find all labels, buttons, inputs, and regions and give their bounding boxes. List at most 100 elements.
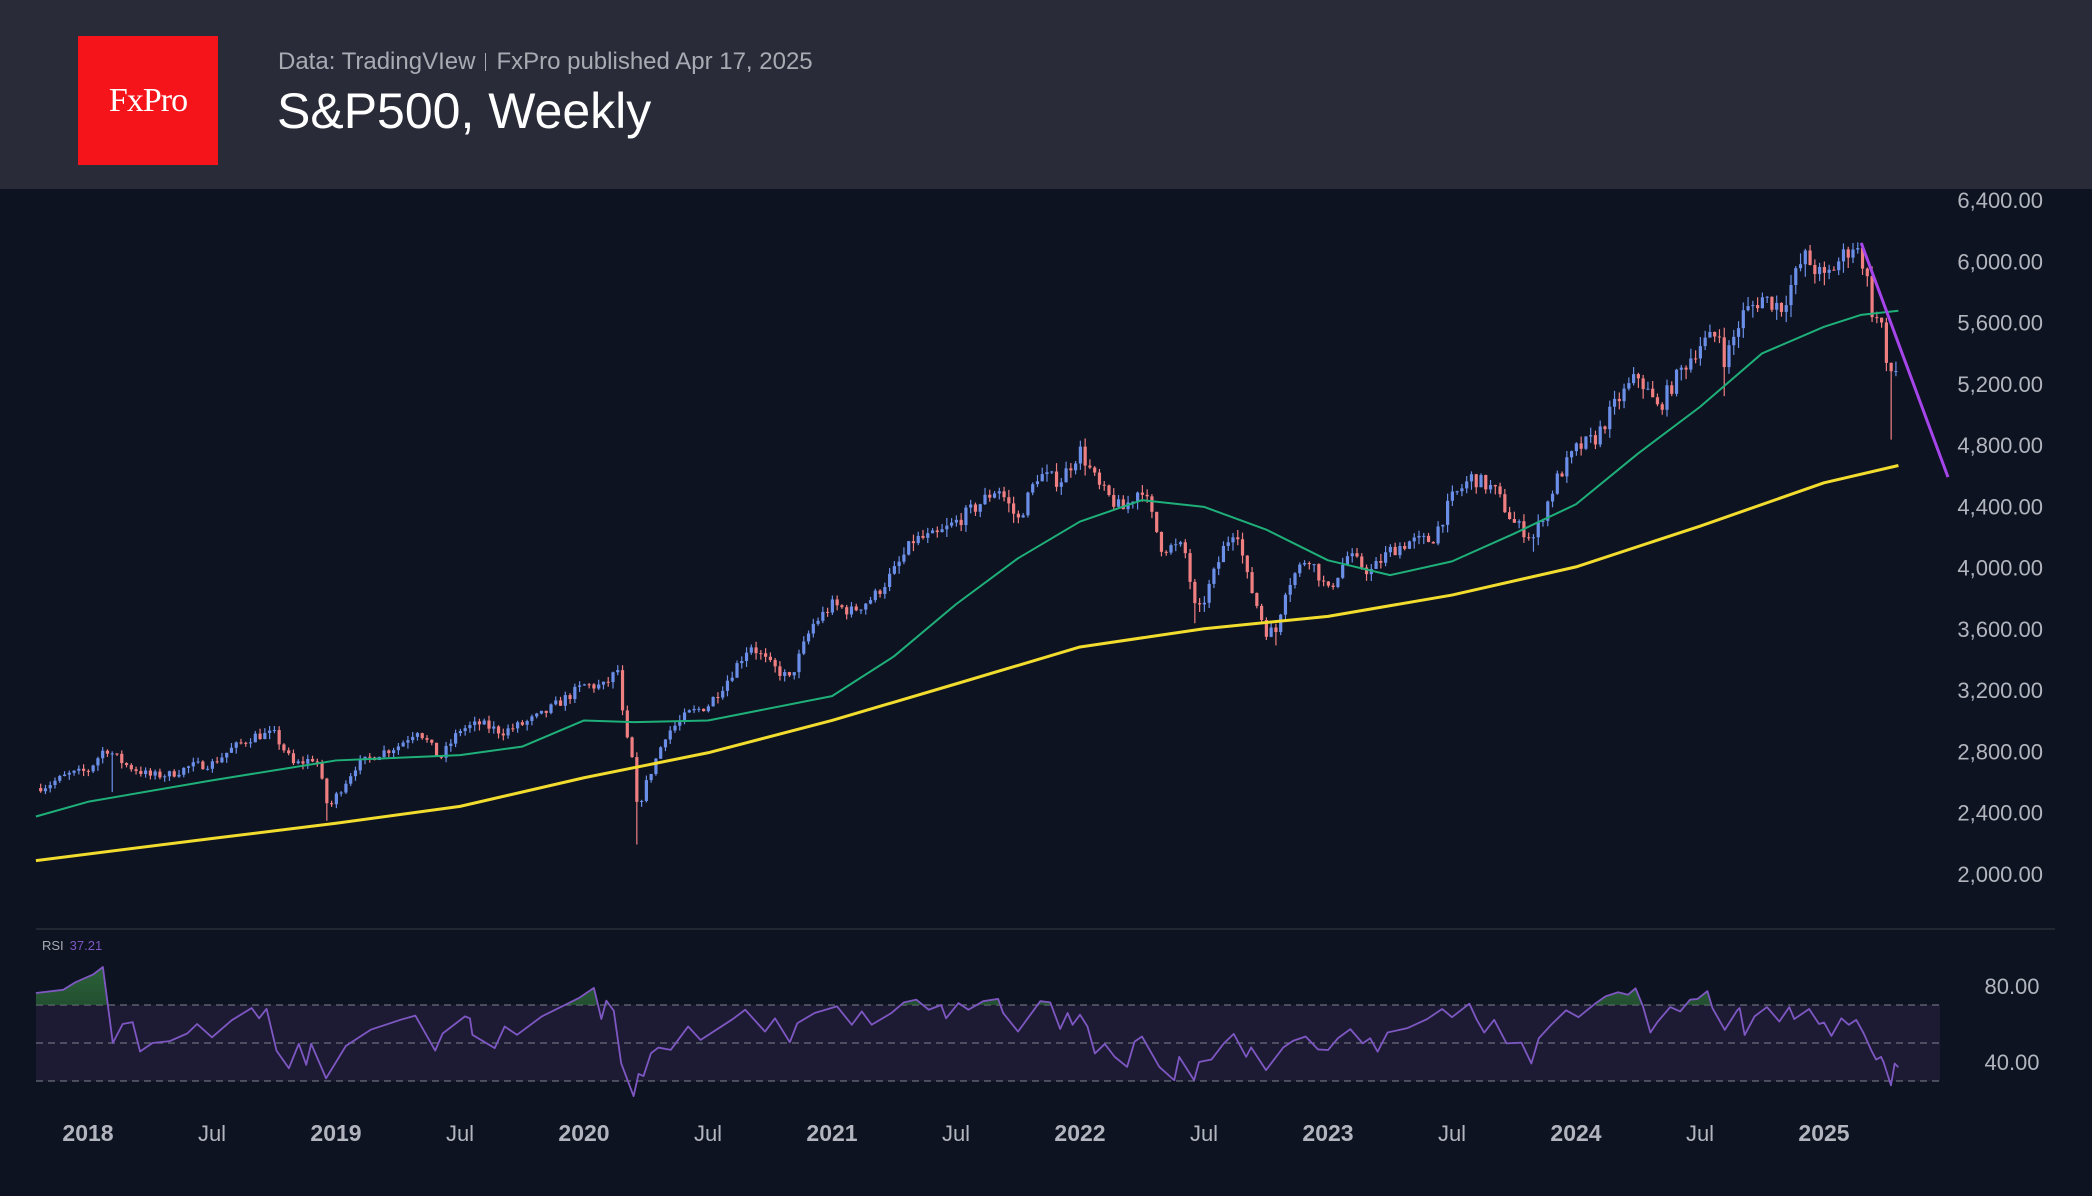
- candle-body: [883, 587, 887, 594]
- candle-body: [558, 700, 563, 706]
- y-axis-label: 4,800.00: [1957, 433, 2043, 458]
- candle-body: [282, 744, 286, 751]
- candle-body: [1546, 501, 1550, 521]
- candle-body: [110, 753, 114, 755]
- candle-body: [730, 677, 734, 681]
- candle-body: [992, 493, 997, 498]
- candle-body: [892, 566, 896, 574]
- candle-body: [158, 771, 162, 778]
- rsi-label: RSI: [42, 938, 64, 953]
- candle-body: [840, 605, 844, 608]
- candle-body: [806, 633, 811, 642]
- candle-body: [1498, 486, 1502, 495]
- candle-body: [592, 684, 596, 689]
- candle-body: [1403, 546, 1407, 549]
- candle-body: [1512, 519, 1516, 523]
- candle-body: [1102, 484, 1106, 486]
- candle-body: [487, 720, 491, 729]
- candle-body: [105, 750, 110, 754]
- candle-body: [196, 761, 200, 763]
- candle-body: [744, 652, 749, 662]
- candle-body: [1283, 594, 1288, 615]
- candle-body: [1698, 346, 1702, 359]
- candle-body: [477, 721, 482, 725]
- candle-body: [258, 733, 262, 740]
- candle-body: [1860, 248, 1865, 269]
- candle-body: [1894, 371, 1898, 373]
- ma-slow-line: [35, 464, 1899, 863]
- y-axis-label: 5,600.00: [1957, 311, 2043, 336]
- candle-body: [873, 590, 877, 601]
- candle-body: [1832, 269, 1836, 271]
- candle-body: [578, 685, 582, 687]
- candle-body: [1188, 553, 1192, 582]
- x-axis-label: 2020: [558, 1120, 609, 1146]
- candle-body: [263, 732, 267, 740]
- candle-body: [1651, 388, 1655, 398]
- y-axis-label: 5,200.00: [1957, 372, 2043, 397]
- candle-body: [520, 722, 524, 725]
- candle-body: [1422, 535, 1426, 537]
- candle-body: [1751, 305, 1755, 307]
- candle-body: [1789, 285, 1793, 306]
- candle-body: [659, 747, 663, 759]
- candle-body: [1207, 583, 1211, 603]
- candle-body: [91, 765, 95, 772]
- candle-body: [1331, 585, 1335, 587]
- candle-body: [1226, 542, 1230, 546]
- candle-body: [1531, 537, 1536, 539]
- candle-body: [1264, 620, 1268, 637]
- y-axis-label: 3,600.00: [1957, 617, 2043, 642]
- candle-body: [678, 720, 682, 726]
- candle-body: [296, 761, 300, 764]
- candle-body: [1040, 474, 1044, 482]
- candle-body: [1889, 362, 1893, 372]
- candle-body: [434, 742, 439, 756]
- candle-body: [797, 653, 801, 673]
- candle-body: [1035, 481, 1040, 485]
- candle-body: [129, 765, 133, 770]
- candle-body: [134, 769, 138, 771]
- candle-body: [1565, 457, 1569, 477]
- candle-body: [1326, 581, 1330, 586]
- candle-body: [964, 507, 968, 526]
- candle-body: [206, 768, 210, 770]
- candle-body: [754, 647, 758, 654]
- candle-body: [859, 609, 863, 611]
- candle-body: [315, 761, 319, 763]
- candle-body: [916, 535, 920, 544]
- candle-body: [1384, 552, 1388, 563]
- candle-body: [687, 710, 691, 713]
- fxpro-logo: FxPro: [78, 36, 218, 165]
- data-source: Data: TradingVIew: [278, 48, 476, 75]
- x-axis-label: 2024: [1550, 1120, 1601, 1146]
- candle-body: [1584, 436, 1588, 449]
- candle-body: [1770, 296, 1774, 310]
- candle-body: [1632, 374, 1636, 384]
- candle-body: [768, 656, 772, 660]
- candle-body: [950, 522, 954, 526]
- candle-body: [215, 761, 219, 763]
- candle-body: [673, 725, 677, 731]
- candle-body: [1627, 383, 1631, 389]
- candle-body: [163, 776, 167, 778]
- candle-body: [702, 708, 706, 712]
- y-axis-label: 2,400.00: [1957, 801, 2043, 826]
- x-axis-label: Jul: [694, 1121, 722, 1146]
- candle-body: [630, 737, 634, 758]
- candle-body: [406, 740, 410, 743]
- candle-body: [1837, 261, 1841, 271]
- candle-body: [1555, 473, 1559, 494]
- candle-body: [868, 600, 873, 604]
- candle-body: [1622, 388, 1626, 402]
- candle-body: [415, 733, 420, 737]
- candle-body: [587, 684, 591, 686]
- candle-body: [1446, 500, 1450, 525]
- candle-body: [945, 525, 949, 530]
- y-axis-label: 4,400.00: [1957, 494, 2043, 519]
- candle-body: [1345, 556, 1350, 565]
- candle-body: [1851, 249, 1855, 258]
- candle-body: [368, 756, 372, 758]
- candle-body: [248, 742, 253, 744]
- candle-body: [86, 770, 90, 772]
